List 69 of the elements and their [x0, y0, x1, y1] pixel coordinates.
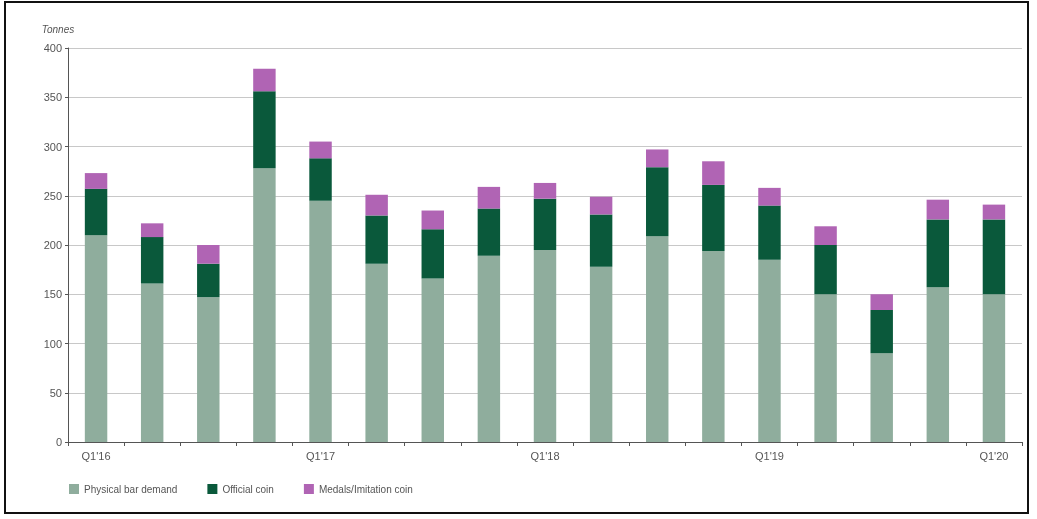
- y-tick-label: 0: [55, 436, 62, 448]
- bar: [309, 141, 332, 159]
- bar: [646, 167, 669, 237]
- x-tick-label: Q1'20: [979, 449, 1009, 462]
- bar: [365, 263, 388, 442]
- legend-label: Official coin: [222, 483, 274, 495]
- bar: [870, 310, 893, 354]
- bar: [982, 294, 1006, 442]
- bar: [365, 215, 388, 264]
- bar: [477, 255, 501, 442]
- bar: [365, 194, 388, 216]
- bar: [926, 287, 950, 442]
- y-tick-label: 100: [43, 337, 62, 350]
- bar: [758, 259, 781, 442]
- bar: [758, 187, 781, 206]
- y-tick-label: 50: [49, 386, 62, 399]
- bar: [84, 235, 108, 442]
- bar: [702, 250, 725, 442]
- bar: [702, 161, 725, 185]
- bar: [253, 91, 276, 169]
- bar: [140, 237, 164, 284]
- x-tick-label: Q1'16: [81, 449, 111, 462]
- bar: [533, 182, 557, 199]
- bar: [814, 294, 837, 442]
- bar: [589, 214, 613, 267]
- bar: [982, 204, 1006, 220]
- x-tick-label: Q1'17: [306, 449, 336, 462]
- legend-label: Physical bar demand: [84, 483, 178, 495]
- bar: [197, 263, 220, 298]
- bar: [84, 188, 108, 236]
- bar: [533, 249, 557, 442]
- x-tick-label: Q1'18: [530, 449, 560, 462]
- bar: [814, 226, 837, 245]
- bar: [253, 168, 276, 442]
- bar: [589, 266, 613, 442]
- bar: [140, 283, 164, 442]
- bar: [197, 297, 220, 442]
- y-tick-label: 350: [43, 91, 62, 104]
- bar: [421, 210, 444, 230]
- bar: [84, 173, 108, 189]
- bar: [702, 184, 725, 251]
- bar: [982, 219, 1006, 295]
- bar: [646, 236, 669, 442]
- bar: [926, 199, 950, 220]
- y-tick-label: 400: [43, 42, 62, 54]
- bar: [589, 196, 613, 215]
- bar: [253, 68, 276, 92]
- bar: [533, 198, 557, 250]
- bar: [758, 205, 781, 260]
- x-tick-label: Q1'19: [754, 449, 784, 462]
- bar: [477, 208, 501, 256]
- bar: [421, 229, 444, 279]
- y-tick-label: 250: [43, 189, 62, 202]
- bar: [870, 294, 893, 311]
- bar: [309, 200, 332, 442]
- bar: [197, 245, 220, 264]
- y-tick-label: 200: [43, 239, 62, 251]
- legend-label: Medals/Imitation coin: [318, 483, 413, 495]
- y-tick-label: 150: [43, 288, 62, 301]
- bar: [421, 278, 444, 442]
- bar: [140, 223, 164, 238]
- bar: [646, 149, 669, 168]
- bar: [814, 245, 837, 295]
- y-tick-label: 300: [43, 140, 62, 153]
- bar: [309, 158, 332, 201]
- bar: [926, 219, 950, 288]
- y-axis-title: Tonnes: [41, 23, 75, 35]
- bar: [870, 353, 893, 442]
- bar: [477, 186, 501, 209]
